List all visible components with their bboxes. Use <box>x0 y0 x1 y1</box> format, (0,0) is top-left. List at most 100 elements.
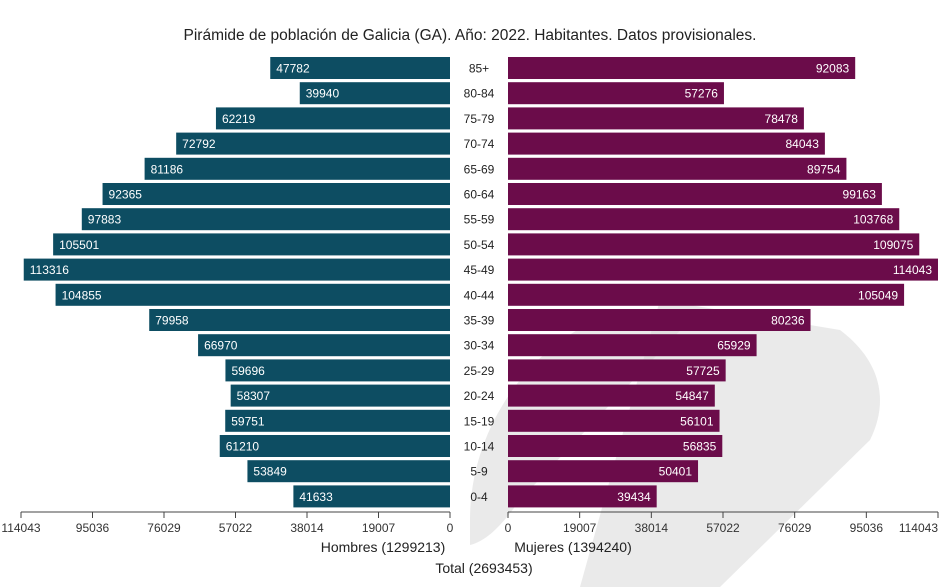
axes-layer: 114043 114043 95036 95036 76029 76029 57022 570… <box>1 511 939 535</box>
age-label-25-29: 25-29 <box>464 364 495 378</box>
value-label-mujeres-20-24: 54847 <box>675 389 709 403</box>
chart-title: Pirámide de población de Galicia (GA). A… <box>184 27 757 44</box>
age-label-15-19: 15-19 <box>464 414 495 428</box>
bar-hombres-10-14 <box>219 435 450 457</box>
age-label-80-84: 80-84 <box>464 87 495 101</box>
value-label-hombres-0-4: 41633 <box>299 490 333 504</box>
tick-label-hombres-76029: 76029 <box>147 521 181 535</box>
age-label-45-49: 45-49 <box>464 263 495 277</box>
bar-hombres-85+ <box>270 57 450 79</box>
value-label-mujeres-0-4: 39434 <box>617 490 651 504</box>
tick-label-mujeres-76029: 76029 <box>778 521 812 535</box>
tick-label-hombres-57022: 57022 <box>219 521 253 535</box>
value-label-hombres-35-39: 79958 <box>155 314 189 328</box>
bar-hombres-0-4 <box>293 485 450 508</box>
value-label-hombres-80-84: 39940 <box>306 87 340 101</box>
bars-layer: 47782 92083 85+ 39940 57276 80-84 62219 78478 75… <box>23 57 938 508</box>
bar-hombres-55-59 <box>81 208 450 231</box>
age-label-75-79: 75-79 <box>464 112 495 126</box>
value-label-mujeres-25-29: 57725 <box>686 364 720 378</box>
bar-mujeres-10-14 <box>508 435 723 457</box>
value-label-mujeres-35-39: 80236 <box>771 314 805 328</box>
tick-label-hombres-19007: 19007 <box>362 521 396 535</box>
bar-hombres-35-39 <box>149 309 450 331</box>
value-label-hombres-15-19: 59751 <box>231 414 265 428</box>
bar-mujeres-55-59 <box>508 208 900 231</box>
value-label-hombres-75-79: 62219 <box>222 112 256 126</box>
bar-hombres-45-49 <box>23 258 451 281</box>
bar-hombres-65-69 <box>144 157 450 180</box>
tick-label-hombres-38014: 38014 <box>290 521 324 535</box>
tick-label-mujeres-114043: 114043 <box>899 521 938 535</box>
bar-hombres-80-84 <box>299 82 450 105</box>
bar-mujeres-5-9 <box>508 460 699 483</box>
value-label-mujeres-50-54: 109075 <box>873 238 913 252</box>
value-label-mujeres-70-74: 84043 <box>786 137 820 151</box>
age-label-30-34: 30-34 <box>464 339 495 353</box>
age-label-35-39: 35-39 <box>464 314 495 328</box>
value-label-hombres-25-29: 59696 <box>231 364 265 378</box>
value-label-hombres-50-54: 105501 <box>59 238 99 252</box>
bar-hombres-25-29 <box>225 359 450 382</box>
age-label-40-44: 40-44 <box>464 288 495 302</box>
bar-hombres-60-64 <box>102 183 451 205</box>
value-label-hombres-45-49: 113316 <box>30 263 69 277</box>
value-label-mujeres-5-9: 50401 <box>659 465 693 479</box>
bar-hombres-70-74 <box>176 132 451 155</box>
value-label-hombres-40-44: 104855 <box>62 288 102 302</box>
value-label-mujeres-30-34: 65929 <box>717 339 751 353</box>
legend-hombres: Hombres (1299213) <box>321 539 446 555</box>
age-label-20-24: 20-24 <box>464 389 495 403</box>
tick-label-mujeres-19007: 19007 <box>563 521 597 535</box>
tick-label-hombres-114043: 114043 <box>1 521 40 535</box>
bar-hombres-5-9 <box>247 460 450 483</box>
bar-mujeres-65-69 <box>508 157 847 180</box>
legend-mujeres: Mujeres (1394240) <box>514 539 632 555</box>
age-label-0-4: 0-4 <box>470 490 488 504</box>
value-label-hombres-10-14: 61210 <box>226 440 260 454</box>
value-label-mujeres-40-44: 105049 <box>858 288 898 302</box>
bar-mujeres-80-84 <box>508 82 724 105</box>
bar-hombres-40-44 <box>55 283 450 306</box>
bar-mujeres-30-34 <box>508 334 757 357</box>
bar-mujeres-0-4 <box>508 485 657 508</box>
value-label-mujeres-55-59: 103768 <box>853 213 893 227</box>
value-label-hombres-30-34: 66970 <box>204 339 238 353</box>
bar-mujeres-60-64 <box>508 183 882 205</box>
bar-mujeres-20-24 <box>508 384 715 407</box>
bar-mujeres-25-29 <box>508 359 726 382</box>
bar-mujeres-70-74 <box>508 132 825 155</box>
bar-mujeres-40-44 <box>508 283 905 306</box>
value-label-mujeres-80-84: 57276 <box>685 87 719 101</box>
age-label-5-9: 5-9 <box>470 465 488 479</box>
value-label-mujeres-45-49: 114043 <box>893 263 932 277</box>
value-label-hombres-20-24: 58307 <box>237 389 271 403</box>
tick-label-hombres-95036: 95036 <box>76 521 110 535</box>
bar-hombres-15-19 <box>225 409 450 432</box>
tick-label-mujeres-0: 0 <box>505 521 512 535</box>
tick-label-mujeres-38014: 38014 <box>635 521 669 535</box>
value-label-hombres-85+: 47782 <box>276 62 310 76</box>
age-label-60-64: 60-64 <box>464 188 495 202</box>
age-label-65-69: 65-69 <box>464 162 495 176</box>
bar-hombres-30-34 <box>198 334 450 357</box>
tick-label-mujeres-95036: 95036 <box>850 521 884 535</box>
total-label: Total (2693453) <box>435 560 532 576</box>
bar-hombres-20-24 <box>230 384 450 407</box>
value-label-mujeres-85+: 92083 <box>816 62 850 76</box>
value-label-mujeres-60-64: 99163 <box>843 188 877 202</box>
age-label-70-74: 70-74 <box>464 137 495 151</box>
bar-mujeres-50-54 <box>508 233 920 256</box>
tick-label-mujeres-57022: 57022 <box>706 521 740 535</box>
value-label-hombres-5-9: 53849 <box>253 465 287 479</box>
value-label-mujeres-75-79: 78478 <box>765 112 799 126</box>
value-label-mujeres-10-14: 56835 <box>683 440 717 454</box>
age-label-85+: 85+ <box>469 62 489 76</box>
age-label-50-54: 50-54 <box>464 238 495 252</box>
value-label-hombres-60-64: 92365 <box>109 188 143 202</box>
tick-label-hombres-0: 0 <box>447 521 454 535</box>
age-label-10-14: 10-14 <box>464 440 495 454</box>
value-label-mujeres-65-69: 89754 <box>807 162 841 176</box>
